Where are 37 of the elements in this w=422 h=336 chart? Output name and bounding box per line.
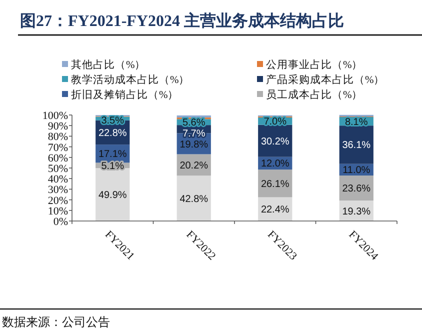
data-label: 5.1% xyxy=(101,160,124,172)
legend-label: 员工成本占比（%） xyxy=(266,88,363,101)
data-label: 23.6% xyxy=(342,184,371,195)
data-label: 26.1% xyxy=(260,178,290,190)
y-tick-label: 50% xyxy=(48,163,68,175)
data-label: 8.1% xyxy=(344,116,368,128)
data-label: 30.2% xyxy=(260,136,290,148)
legend-label: 折旧及摊销占比（%） xyxy=(71,88,179,101)
y-tick-label: 60% xyxy=(48,152,68,164)
data-label: 11.0% xyxy=(342,165,370,176)
data-label: 19.3% xyxy=(342,206,371,218)
y-tick-label: 90% xyxy=(48,120,68,133)
data-label: 12.0% xyxy=(260,158,290,170)
data-label: 42.8% xyxy=(180,194,208,205)
data-label: 49.9% xyxy=(98,190,127,202)
y-tick-label: 30% xyxy=(48,184,68,196)
y-tick-label: 10% xyxy=(48,205,68,218)
y-tick-label: 100% xyxy=(42,110,68,122)
y-tick-label: 80% xyxy=(48,131,68,144)
data-label: 22.4% xyxy=(260,204,290,216)
legend-label: 公用事业占比（%） xyxy=(266,58,363,71)
y-tick-label: 40% xyxy=(48,174,68,186)
data-label: 7.0% xyxy=(264,116,287,128)
source-note: 数据来源：公司公告 xyxy=(2,315,110,329)
data-label: 22.8% xyxy=(98,128,127,139)
chart-title: 图27：FY2021-FY2024 主营业务成本结构占比 xyxy=(20,11,344,30)
y-tick-label: 20% xyxy=(48,194,68,207)
legend-label: 教学活动成本占比（%） xyxy=(71,73,190,86)
y-tick-label: 0% xyxy=(53,216,68,228)
y-tick-label: 70% xyxy=(48,142,68,154)
data-label: 7.7% xyxy=(182,128,206,140)
data-label: 19.8% xyxy=(180,140,208,151)
legend-label: 其他占比（%） xyxy=(71,58,146,71)
data-label: 17.1% xyxy=(98,149,127,160)
data-label: 20.2% xyxy=(180,160,208,172)
data-label: 36.1% xyxy=(342,140,371,152)
legend-label: 产品采购成本占比（%） xyxy=(266,73,385,86)
